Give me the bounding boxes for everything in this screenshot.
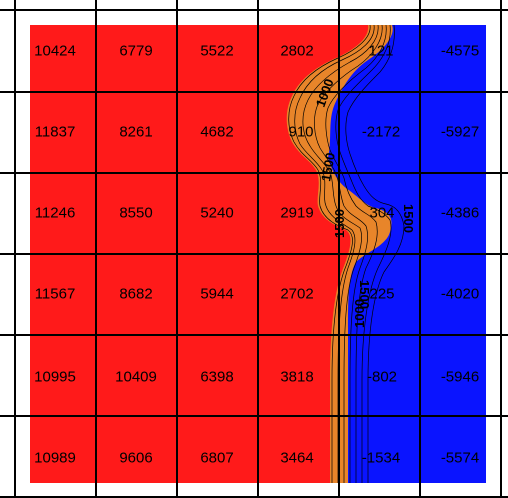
cell-label: 2802 xyxy=(280,43,313,60)
cell-label: -2172 xyxy=(362,124,400,141)
cell-label: 304 xyxy=(369,205,394,222)
cell-label: 2919 xyxy=(280,205,313,222)
cell-label: 11567 xyxy=(35,286,76,303)
contour-line xyxy=(325,24,387,483)
contour-label: 1500 xyxy=(357,280,372,309)
cell-label: 8682 xyxy=(119,286,152,303)
cell-label: 10989 xyxy=(34,450,76,467)
cell-label: 6398 xyxy=(200,369,233,386)
cell-label: 910 xyxy=(288,124,313,141)
cell-label: 10995 xyxy=(34,369,76,386)
cell-label: 5522 xyxy=(200,43,233,60)
cell-label: 3818 xyxy=(280,369,313,386)
cell-label: 5944 xyxy=(200,286,233,303)
contour-label: 1500 xyxy=(401,204,416,233)
contour-lines xyxy=(288,24,405,483)
contour-line xyxy=(302,24,379,483)
cell-label: -5946 xyxy=(441,369,479,386)
cell-label: -5574 xyxy=(441,450,479,467)
contour-line xyxy=(288,24,371,483)
cell-label: 10409 xyxy=(115,369,157,386)
cell-label: 6779 xyxy=(119,43,152,60)
cell-label: -4386 xyxy=(441,205,479,222)
cell-label: 5240 xyxy=(200,205,233,222)
cell-label: 11246 xyxy=(35,205,76,222)
cell-label: 6807 xyxy=(200,450,233,467)
cell-label: -4575 xyxy=(441,43,479,60)
cell-label: 8550 xyxy=(119,205,152,222)
cell-label: 2702 xyxy=(280,286,313,303)
cell-label: 4682 xyxy=(200,124,233,141)
contour-label: 1000 xyxy=(352,299,367,328)
contour-line xyxy=(314,24,383,483)
cell-label: 225 xyxy=(369,286,394,303)
cell-label: 10424 xyxy=(34,43,76,60)
contour-line xyxy=(335,24,392,483)
cell-label: 11837 xyxy=(35,124,76,141)
cell-label: 3464 xyxy=(280,450,313,467)
cell-label: 8261 xyxy=(119,124,152,141)
cell-label: 9606 xyxy=(119,450,152,467)
cell-label: -4020 xyxy=(441,286,479,303)
contour-label: 1500 xyxy=(318,151,338,182)
contour-line xyxy=(345,24,405,483)
cell-label: 121 xyxy=(368,43,393,60)
cell-label: -802 xyxy=(367,369,397,386)
cell-labels: 10424 6779 5522 2802 121 -4575 11837 826… xyxy=(34,43,479,467)
contour-line xyxy=(294,24,375,483)
cell-label: -1534 xyxy=(362,450,400,467)
cell-label: -5927 xyxy=(441,124,479,141)
